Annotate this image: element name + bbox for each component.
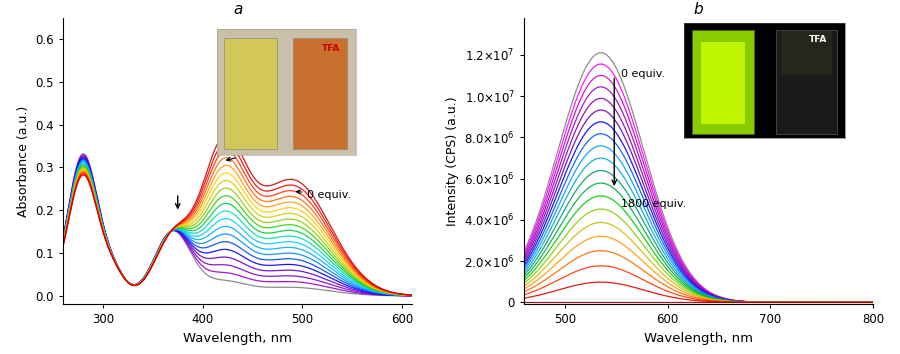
Text: 0 equiv.: 0 equiv. <box>296 190 352 200</box>
Y-axis label: Intensity (CPS) (a.u.): Intensity (CPS) (a.u.) <box>446 96 459 226</box>
X-axis label: Wavelength, nm: Wavelength, nm <box>644 332 753 345</box>
Title: b: b <box>694 1 703 17</box>
Text: 1800 equiv.: 1800 equiv. <box>227 144 302 161</box>
Text: 1800 equiv.: 1800 equiv. <box>621 199 687 209</box>
Text: 0 equiv.: 0 equiv. <box>621 69 665 79</box>
Y-axis label: Absorbance (a.u.): Absorbance (a.u.) <box>17 105 30 217</box>
X-axis label: Wavelength, nm: Wavelength, nm <box>183 332 292 345</box>
Title: a: a <box>233 1 242 17</box>
